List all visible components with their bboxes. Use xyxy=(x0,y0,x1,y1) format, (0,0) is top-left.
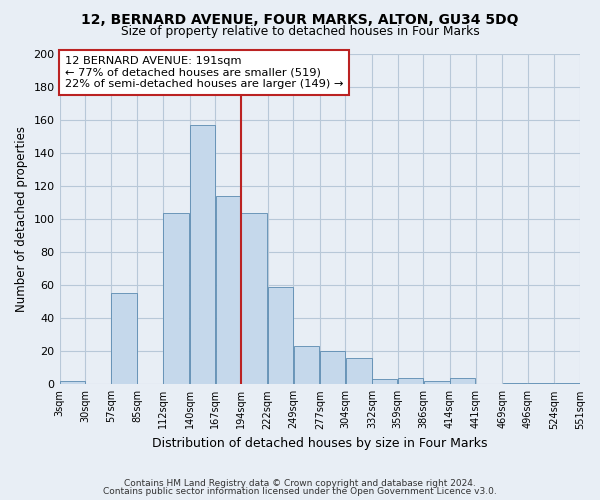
Bar xyxy=(60,381,85,384)
Bar xyxy=(215,196,241,384)
Bar xyxy=(268,287,293,384)
X-axis label: Distribution of detached houses by size in Four Marks: Distribution of detached houses by size … xyxy=(152,437,488,450)
Bar xyxy=(373,380,397,384)
Bar xyxy=(555,382,580,384)
Bar xyxy=(503,382,527,384)
Bar xyxy=(111,294,137,384)
Bar xyxy=(320,352,345,384)
Bar xyxy=(346,358,371,384)
Bar xyxy=(163,212,189,384)
Text: 12, BERNARD AVENUE, FOUR MARKS, ALTON, GU34 5DQ: 12, BERNARD AVENUE, FOUR MARKS, ALTON, G… xyxy=(81,12,519,26)
Text: 12 BERNARD AVENUE: 191sqm
← 77% of detached houses are smaller (519)
22% of semi: 12 BERNARD AVENUE: 191sqm ← 77% of detac… xyxy=(65,56,343,89)
Bar xyxy=(528,382,554,384)
Bar xyxy=(293,346,319,385)
Bar xyxy=(450,378,475,384)
Bar xyxy=(398,378,423,384)
Bar xyxy=(190,125,215,384)
Text: Contains public sector information licensed under the Open Government Licence v3: Contains public sector information licen… xyxy=(103,487,497,496)
Text: Size of property relative to detached houses in Four Marks: Size of property relative to detached ho… xyxy=(121,25,479,38)
Bar xyxy=(424,381,449,384)
Bar xyxy=(241,212,267,384)
Y-axis label: Number of detached properties: Number of detached properties xyxy=(15,126,28,312)
Text: Contains HM Land Registry data © Crown copyright and database right 2024.: Contains HM Land Registry data © Crown c… xyxy=(124,478,476,488)
